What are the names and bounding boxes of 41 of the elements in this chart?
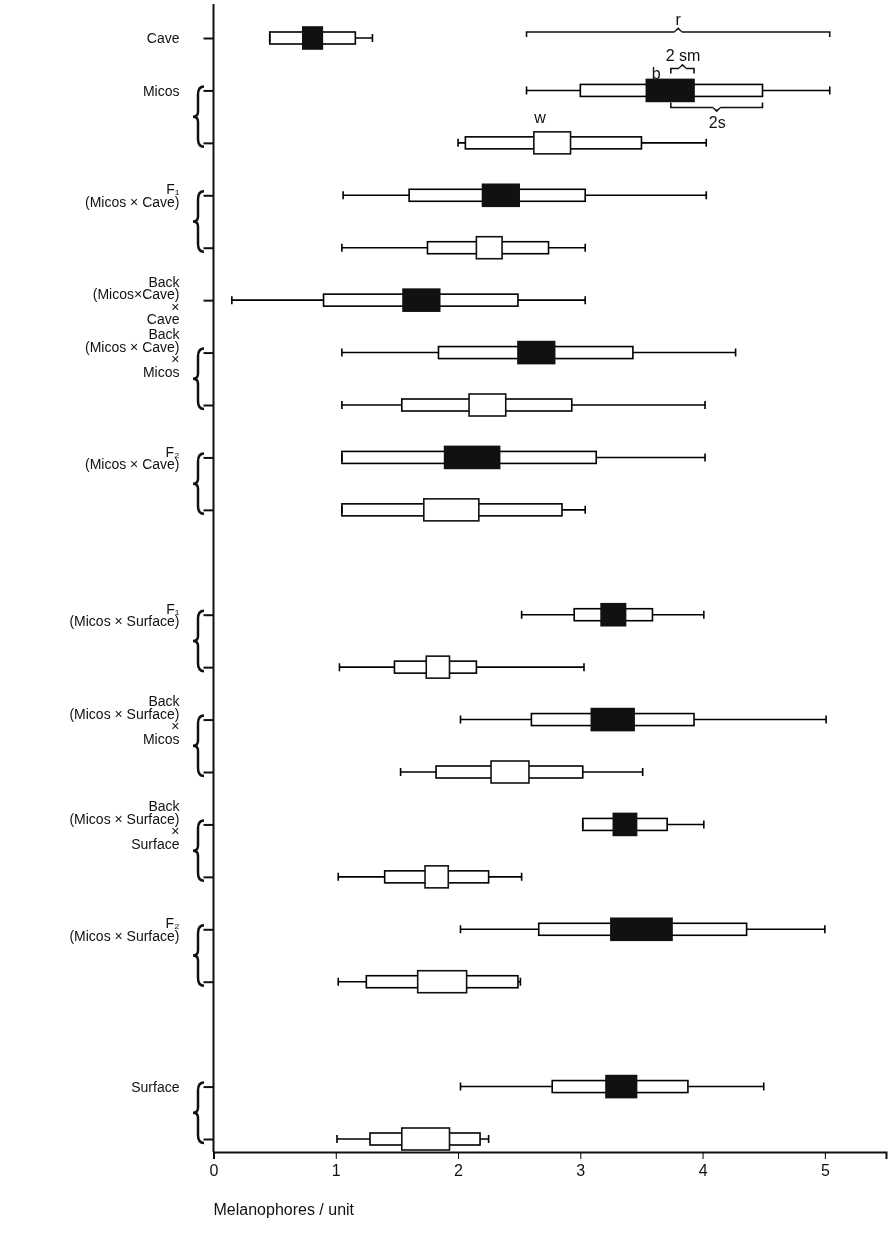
bar (468, 393, 507, 417)
y-tick-label: F₂ (Micos × Surface) (69, 915, 180, 944)
bar (605, 1074, 638, 1099)
bar (475, 235, 503, 260)
bar (610, 917, 673, 942)
x-tick-label: 2 (454, 1162, 464, 1180)
annotation: 2s (708, 114, 726, 132)
x-tick-label: 1 (331, 1162, 341, 1180)
annotation: r (675, 10, 682, 28)
bar (423, 498, 480, 522)
bar (424, 865, 450, 889)
bar (301, 26, 324, 50)
bar (425, 655, 451, 679)
y-tick-label: Back (Micos × Surface) × Surface (69, 798, 181, 852)
x-tick-label: 0 (209, 1162, 219, 1180)
x-tick-label: 5 (820, 1162, 830, 1180)
x-axis-title: Melanophores / unit (213, 1201, 355, 1218)
y-tick-label: Surface (131, 1078, 180, 1095)
y-tick-label: Micos (142, 82, 180, 99)
bar (517, 340, 556, 365)
bar (443, 445, 501, 470)
bar (590, 707, 635, 732)
bar (533, 131, 572, 155)
bar (402, 288, 441, 312)
y-tick-label: F₁ (Micos × Surface) (69, 600, 180, 630)
bar (416, 969, 468, 994)
annotation: w (533, 109, 547, 127)
annotation: 2 sm (665, 47, 701, 65)
annotation: b (651, 65, 661, 83)
y-tick-label: F₁ (Micos × Cave) (84, 181, 180, 210)
bar (612, 812, 638, 837)
x-tick-label: 3 (576, 1162, 586, 1180)
bar (481, 183, 520, 208)
x-tick-label: 4 (698, 1162, 708, 1180)
bar (600, 602, 627, 627)
y-tick-label: Back (Micos×Cave) × Cave (92, 273, 181, 328)
y-tick-label: Back (Micos × Cave) × Micos (84, 326, 181, 380)
bar (490, 760, 530, 784)
y-tick-label: F₂ (Micos × Cave) (84, 443, 180, 473)
y-tick-label: Back (Micos × Surface) × Micos (69, 693, 181, 747)
y-tick-label: Cave (146, 30, 180, 47)
